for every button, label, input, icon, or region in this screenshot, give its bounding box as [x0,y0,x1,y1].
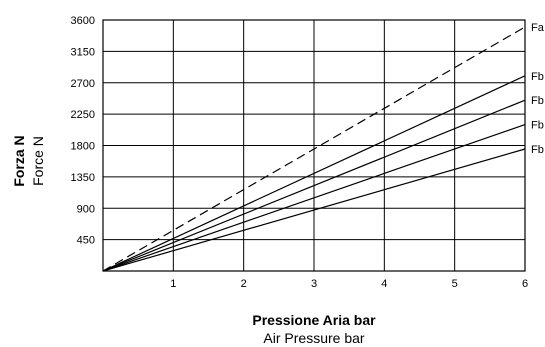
series-label-5: Fb [531,144,544,156]
y-tick-label: 3600 [71,15,95,27]
x-axis-title-primary: Pressione Aria bar [252,312,376,328]
y-tick-label: 2250 [71,109,95,121]
x-tick-label: 2 [241,278,247,290]
y-axis-title: Forza N Force N [11,135,46,186]
x-tick-label: 1 [170,278,176,290]
y-axis-ticks: 450 900 1350 1800 2250 2700 3150 3600 [71,15,95,247]
grid [102,19,526,272]
x-tick-label: 6 [522,278,528,290]
y-tick-label: 1800 [71,141,95,153]
series-labels: Fa Fb Fb Fb Fb [531,22,545,156]
series-line-5 [102,148,526,272]
series-lines [102,26,526,272]
y-axis-title-primary: Forza N [11,135,27,186]
x-tick-label: 5 [452,278,458,290]
series-label-1: Fa [531,22,545,34]
series-line-3 [102,99,526,272]
y-tick-label: 900 [77,203,95,215]
series-line-2 [102,75,526,272]
series-label-3: Fb [531,95,544,107]
x-axis-ticks: 1 2 3 4 5 6 [170,278,528,290]
series-label-4: Fb [531,120,544,132]
y-axis-title-secondary: Force N [30,136,46,186]
y-tick-label: 1350 [71,172,95,184]
series-label-2: Fb [531,71,544,83]
y-tick-label: 3150 [71,46,95,58]
x-tick-label: 3 [311,278,317,290]
x-tick-label: 4 [381,278,387,290]
x-axis-title: Pressione Aria bar Air Pressure bar [252,312,376,346]
y-tick-label: 2700 [71,78,95,90]
x-axis-title-secondary: Air Pressure bar [263,330,364,346]
series-line-1 [102,26,526,272]
series-line-4 [102,124,526,272]
y-tick-label: 450 [77,235,95,247]
